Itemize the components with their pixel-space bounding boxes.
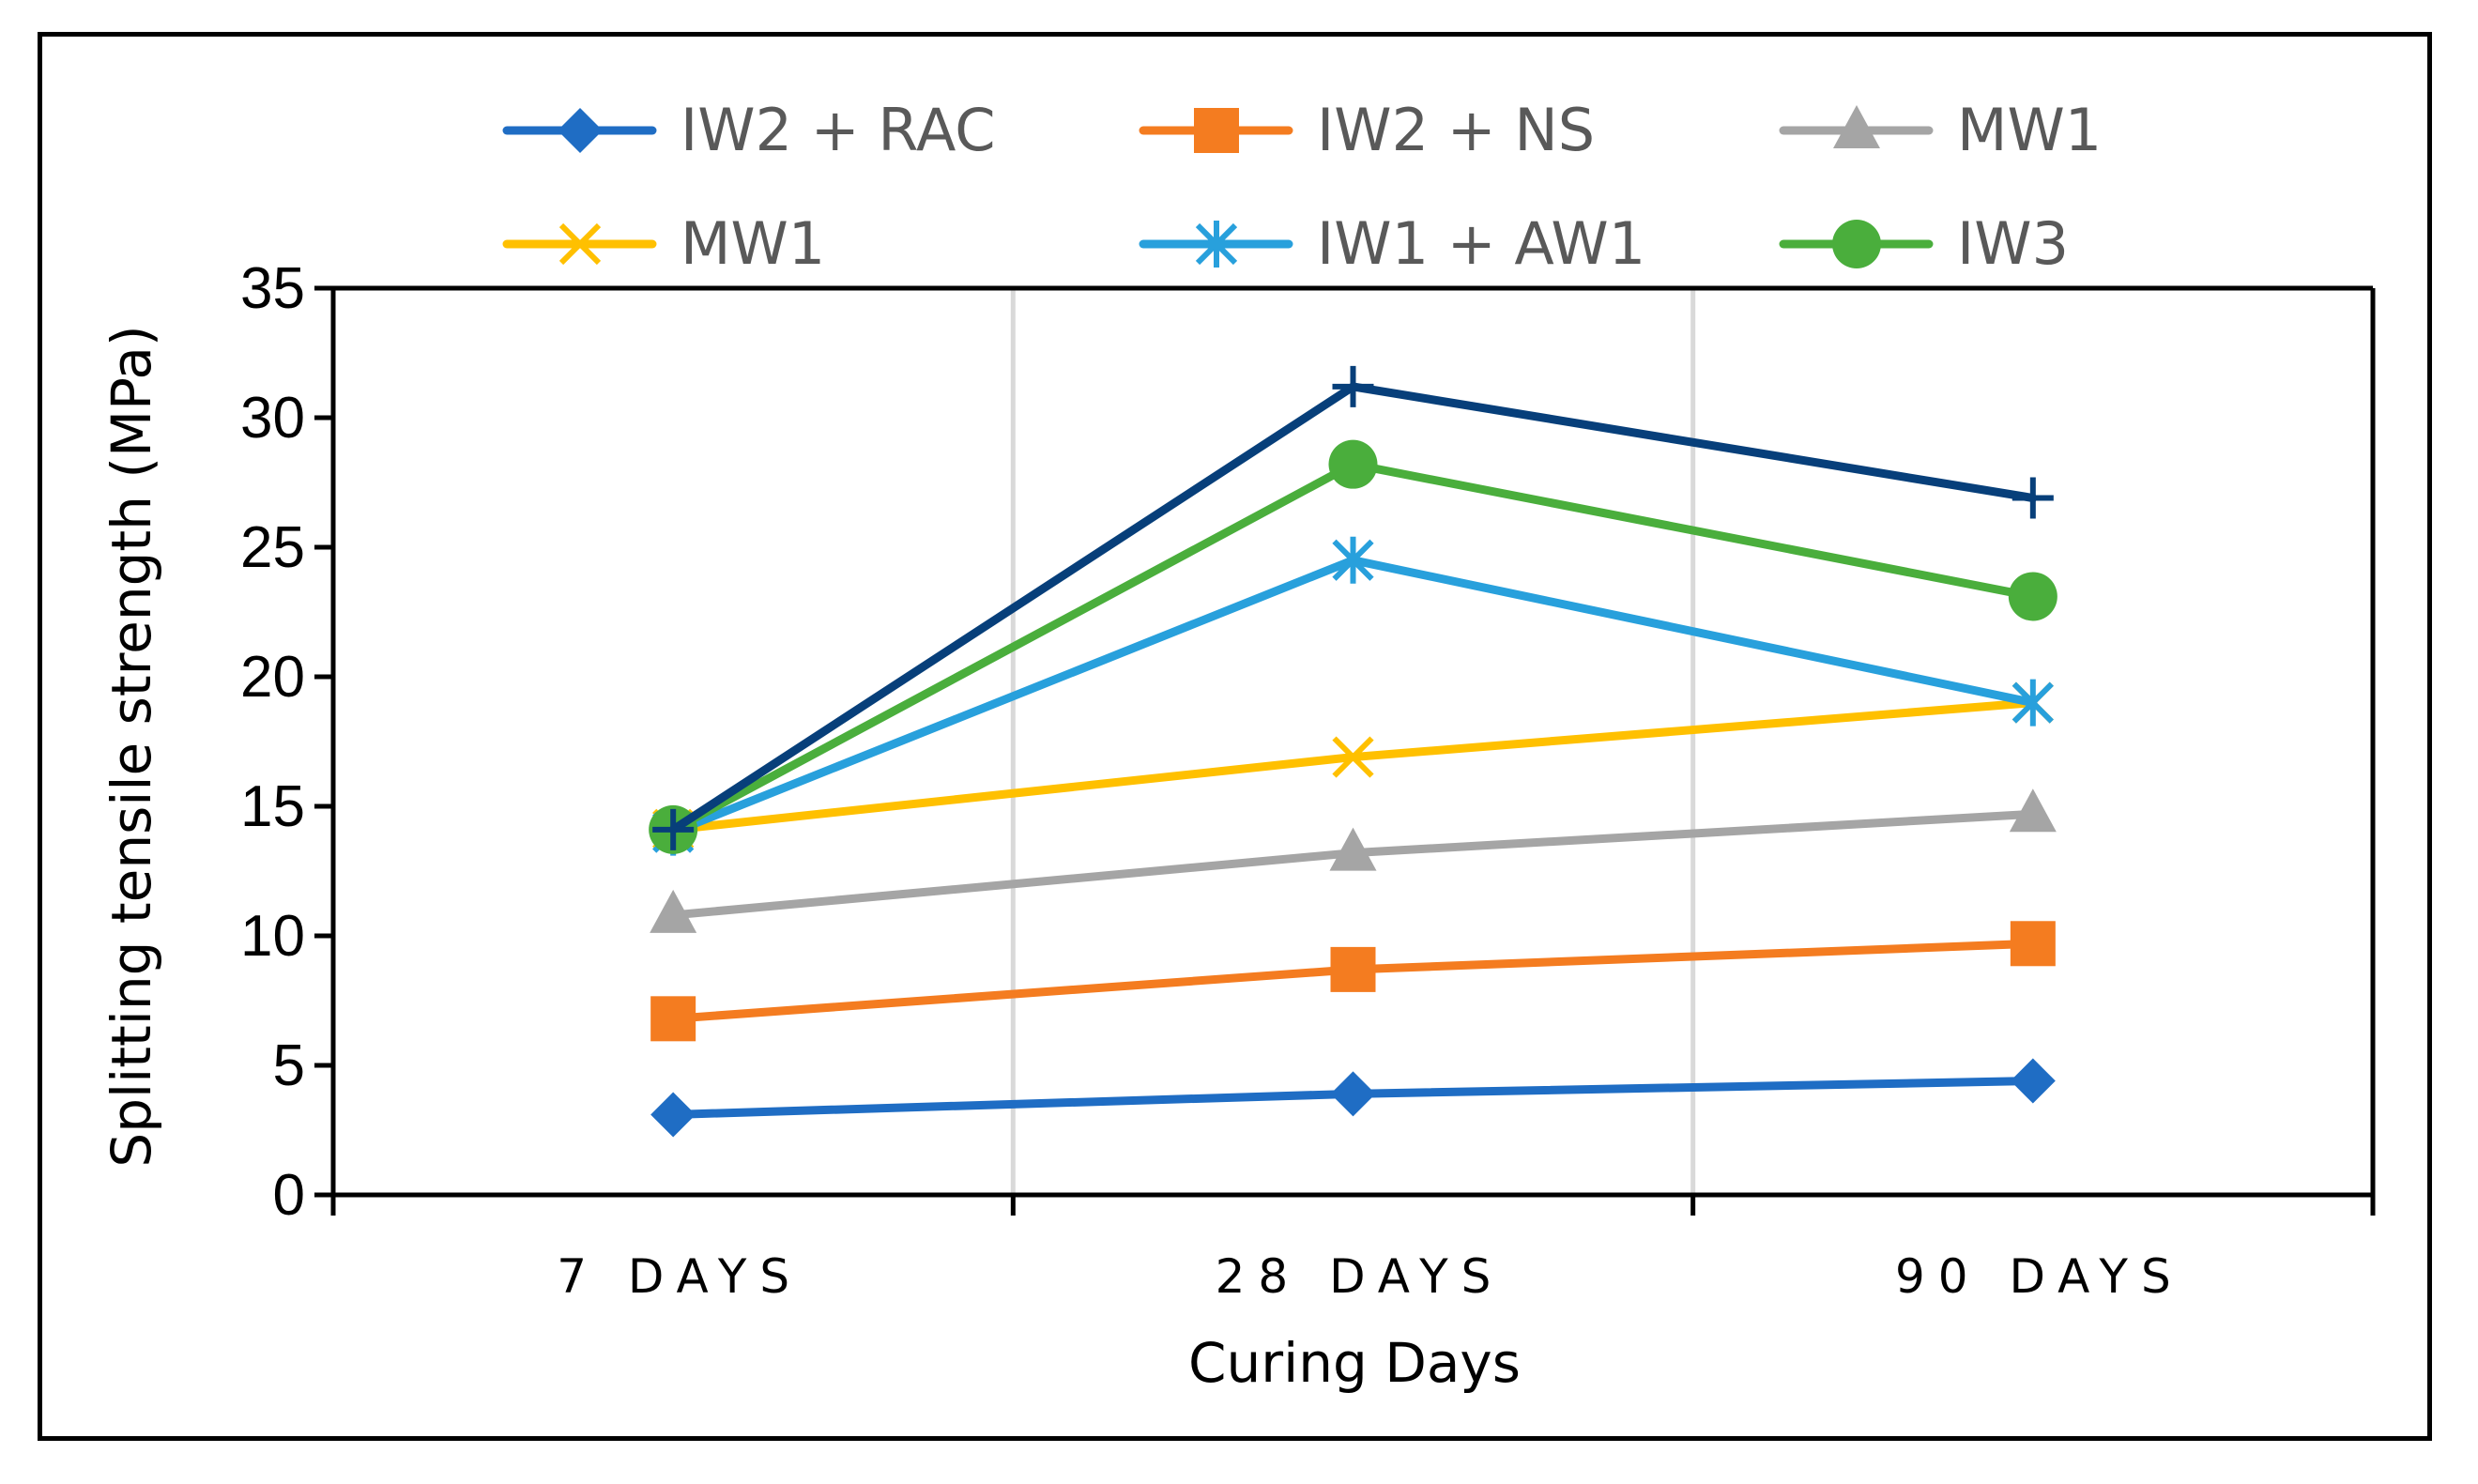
legend-label: IW2 + NS: [1317, 96, 1595, 164]
legend-marker: [1833, 105, 1880, 148]
legend-label: IW3: [1957, 209, 2069, 278]
data-point: [2011, 477, 2054, 519]
y-axis-title: Splitting tensile strength (MPa): [99, 325, 163, 1167]
legend-marker: [558, 222, 602, 266]
legend-label: IW2 + RAC: [681, 96, 996, 164]
x-axis-title: Curing Days: [1188, 1331, 1521, 1395]
y-tick-label: 35: [240, 256, 305, 321]
x-tick-label: 7 DAYS: [557, 1249, 803, 1304]
y-tick-label: 5: [273, 1033, 305, 1098]
data-point: [1332, 365, 1374, 407]
y-tick-label: 10: [240, 904, 305, 969]
data-point: [650, 1092, 696, 1138]
legend-label: MW1: [681, 209, 825, 278]
y-tick-label: 30: [240, 386, 305, 451]
legend-marker: [1832, 220, 1881, 268]
data-point: [2011, 679, 2054, 727]
legend-entry: MW1: [1779, 96, 2102, 164]
y-tick-label: 15: [240, 774, 305, 839]
data-point: [2010, 1058, 2056, 1104]
y-tick-label: 0: [273, 1163, 305, 1228]
legend-entry: IW2 + NS: [1139, 96, 1595, 164]
data-point: [1330, 1071, 1376, 1117]
series-3: [650, 788, 2057, 933]
legend-entry: IW1 + AW1: [1139, 209, 1645, 278]
series-2: [650, 921, 2056, 1042]
data-point: [2009, 788, 2057, 833]
y-tick-label: 20: [240, 645, 305, 710]
chart-frame: [38, 32, 2432, 1441]
y-tick-label: 25: [240, 515, 305, 580]
legend-entry: IW2 + RAC: [502, 96, 996, 164]
series-7: [652, 365, 2054, 850]
legend-label: IW1 + AW1: [1317, 209, 1645, 278]
legend-entry: IW3: [1779, 209, 2069, 278]
data-point: [652, 808, 695, 850]
data-point: [2010, 921, 2056, 967]
series-line: [668, 460, 2038, 834]
data-point: [1332, 536, 1374, 584]
data-point: [1330, 946, 1376, 992]
legend-marker: [558, 108, 603, 153]
legend-entry: MW1: [502, 209, 825, 278]
x-tick-label: 90 DAYS: [1895, 1249, 2184, 1304]
series-1: [650, 1058, 2056, 1138]
data-point: [650, 996, 696, 1042]
x-tick-label: 28 DAYS: [1216, 1249, 1505, 1304]
data-point: [1328, 439, 1378, 489]
legend-marker: [1195, 221, 1238, 268]
data-point: [650, 889, 697, 933]
data-point: [2008, 572, 2057, 621]
data-point: [1332, 736, 1374, 778]
legend-marker: [1194, 108, 1239, 153]
series-6: [649, 439, 2057, 854]
legend-label: MW1: [1957, 96, 2102, 164]
data-point: [1329, 827, 1377, 871]
